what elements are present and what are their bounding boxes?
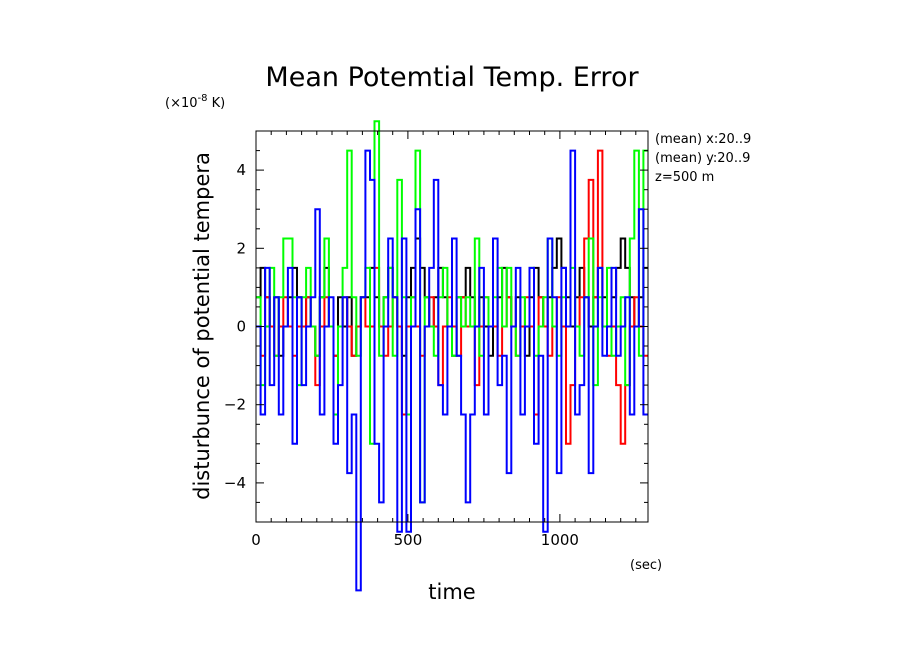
y-tick-label: 2 <box>236 239 246 257</box>
series-line-3 <box>256 120 648 504</box>
x-unit-label: (sec) <box>630 558 662 573</box>
x-tick-label: 0 <box>251 531 261 549</box>
annotation-mean-y: (mean) y:20..9 <box>655 151 750 166</box>
y-tick-label: −2 <box>224 396 246 414</box>
x-axis-label: time <box>428 580 475 604</box>
annotation-height: z=500 m <box>655 170 714 185</box>
y-unit-label: (×10-8 K) <box>165 93 225 111</box>
series-line-4 <box>256 149 648 592</box>
x-tick-label: 1000 <box>541 531 579 549</box>
x-tick-label: 500 <box>394 531 423 549</box>
y-tick-label: 0 <box>236 318 246 336</box>
y-tick-label: 4 <box>236 161 246 179</box>
chart-title: Mean Potemtial Temp. Error <box>265 62 639 93</box>
y-axis-label: disturbunce of potential tempera <box>190 152 214 500</box>
y-tick-label: −4 <box>224 474 246 492</box>
annotation-mean-x: (mean) x:20..9 <box>655 132 751 147</box>
series-lines <box>256 120 648 592</box>
axis-ticks: 0 500 1000 −4 −2 0 2 4 <box>224 130 648 549</box>
